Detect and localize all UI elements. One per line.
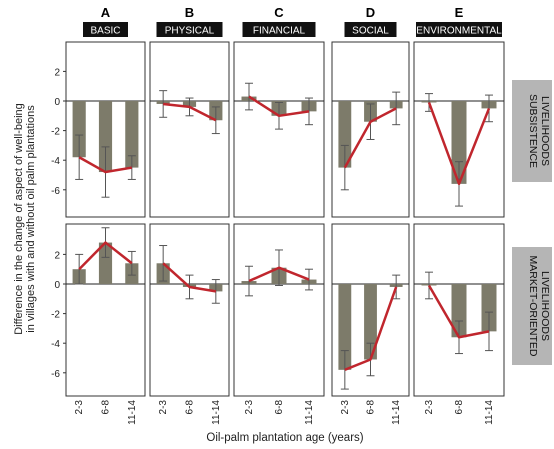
y-axis-title-line-1: in villages with and without oil palm pl… <box>25 105 37 333</box>
column-letter-D: D <box>366 5 375 20</box>
x-tick-label-c3-0: 2-3 <box>340 400 351 415</box>
bar-r0-c0-2-3 <box>72 101 86 158</box>
column-label-B: PHYSICAL <box>165 26 215 37</box>
bar-r0-c0-6-8 <box>98 101 113 173</box>
trend-line-r1-c3 <box>344 286 398 371</box>
x-tick-label-c1-0: 2-3 <box>158 400 169 415</box>
bar-r1-c3-6-8 <box>364 284 377 360</box>
column-label-bg-B <box>156 22 223 37</box>
bar-r1-c0-6-8 <box>98 242 113 284</box>
bar-r1-c4-11-14 <box>481 284 497 332</box>
trend-line-r0-c2 <box>248 95 310 118</box>
y-tick-label-r1: -4 <box>51 339 60 350</box>
y-tick-label-r1: 2 <box>54 250 60 261</box>
x-tick-label-c0-2: 11-14 <box>127 400 138 425</box>
column-label-bg-A <box>83 22 128 37</box>
y-tick-label-r1: 0 <box>54 280 60 291</box>
row-label-bg-0 <box>512 80 552 182</box>
y-tick-label-r1: -6 <box>51 369 60 380</box>
x-tick-label-c4-2: 11-14 <box>484 400 495 425</box>
trend-line-r1-c1 <box>162 262 217 293</box>
row-label-0-line-0: SUBSISTENCE <box>527 94 539 168</box>
x-tick-label-c4-1: 6-8 <box>454 400 465 415</box>
trend-line-r0-c3 <box>343 107 397 169</box>
column-label-E: ENVIRONMENTAL <box>416 26 502 37</box>
bar-r0-c3-2-3 <box>338 101 352 168</box>
panel-frame-r0-c1 <box>149 41 230 218</box>
column-letter-E: E <box>455 5 464 20</box>
column-letter-B: B <box>185 5 194 20</box>
column-label-bg-D <box>344 22 397 37</box>
y-axis-title-line-0: Difference in the change of aspect of we… <box>13 103 25 335</box>
y-tick-label-r0: -2 <box>51 127 60 138</box>
x-tick-label-c2-2: 11-14 <box>304 400 315 425</box>
x-tick-label-c4-0: 2-3 <box>424 400 435 415</box>
y-tick-label-r0: 2 <box>54 67 60 78</box>
column-letter-C: C <box>274 5 284 20</box>
column-label-C: FINANCIAL <box>253 26 306 37</box>
x-tick-label-c1-1: 6-8 <box>185 400 196 415</box>
column-letter-A: A <box>101 5 111 20</box>
x-tick-label-c3-2: 11-14 <box>391 400 402 425</box>
y-tick-label-r0: -4 <box>51 156 60 167</box>
trend-line-r1-c4 <box>427 284 490 339</box>
column-label-D: SOCIAL <box>352 26 389 37</box>
bar-r1-c4-6-8 <box>451 284 467 338</box>
trend-line-r0-c4 <box>427 102 491 186</box>
x-axis-title: Oil-palm plantation age (years) <box>206 432 363 444</box>
trend-line-r1-c2 <box>248 266 310 283</box>
row-label-1-line-0: MARKET-ORIENTED <box>527 256 539 357</box>
trend-line-r0-c1 <box>163 102 217 122</box>
x-tick-label-c0-0: 2-3 <box>74 400 85 415</box>
column-label-bg-E <box>416 22 502 37</box>
x-tick-label-c0-1: 6-8 <box>101 400 112 415</box>
bar-r0-c0-11-14 <box>125 101 139 168</box>
trend-line-r1-c0 <box>78 241 133 271</box>
y-tick-label-r1: -2 <box>51 310 60 321</box>
row-label-bg-1 <box>512 247 552 365</box>
x-tick-label-c3-1: 6-8 <box>366 400 377 415</box>
column-label-bg-C <box>242 22 316 37</box>
row-label-1-line-1: LIVELIHOODS <box>539 271 551 341</box>
x-tick-label-c2-1: 6-8 <box>274 400 285 415</box>
bar-r0-c4-6-8 <box>451 101 467 184</box>
column-label-A: BASIC <box>90 26 120 37</box>
x-tick-label-c1-2: 11-14 <box>211 400 222 425</box>
bar-r1-c3-2-3 <box>338 284 352 370</box>
row-label-0-line-1: LIVELIHOODS <box>539 96 551 166</box>
trend-line-r0-c0 <box>78 156 133 174</box>
x-tick-label-c2-0: 2-3 <box>244 400 255 415</box>
y-tick-label-r0: 0 <box>54 97 60 108</box>
panel-frame-r1-c1 <box>149 223 230 397</box>
y-tick-label-r0: -6 <box>51 186 60 197</box>
